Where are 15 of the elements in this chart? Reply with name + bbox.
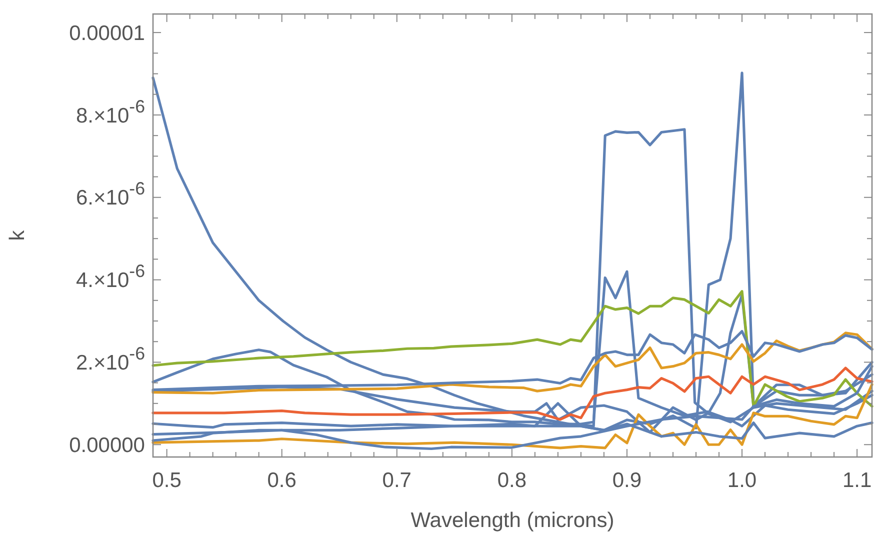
- y-tick-label: 2.×10$^{-6}$: [76, 344, 146, 375]
- x-tick-label: 0.9: [612, 469, 642, 492]
- x-tick-label: 1.1: [842, 469, 872, 492]
- y-tick-label: 4.×10$^{-6}$: [76, 261, 146, 292]
- x-tick-label: 0.7: [382, 469, 412, 492]
- y-tick-label: 6.×10$^{-6}$: [76, 178, 146, 210]
- x-tick-label: 0.6: [267, 469, 296, 492]
- x-axis-title: Wavelength (microns): [410, 509, 614, 532]
- y-tick-label: 0.00000: [69, 434, 145, 457]
- x-tick-label: 0.8: [497, 469, 527, 492]
- x-tick-label: 1.0: [727, 469, 757, 492]
- x-tick-label: 0.5: [152, 469, 182, 492]
- y-tick-label: 8.×10$^{-6}$: [76, 96, 146, 128]
- y-tick-label: 0.00001: [69, 22, 145, 45]
- y-axis-title: k: [6, 230, 29, 241]
